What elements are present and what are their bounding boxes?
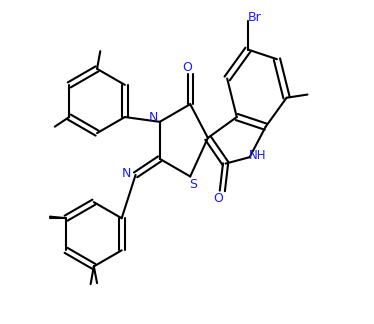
Text: O: O	[214, 192, 223, 205]
Text: S: S	[189, 178, 197, 191]
Text: N: N	[149, 111, 159, 124]
Text: Br: Br	[248, 11, 261, 24]
Text: N: N	[121, 167, 131, 180]
Text: O: O	[182, 61, 192, 74]
Text: NH: NH	[249, 149, 266, 162]
